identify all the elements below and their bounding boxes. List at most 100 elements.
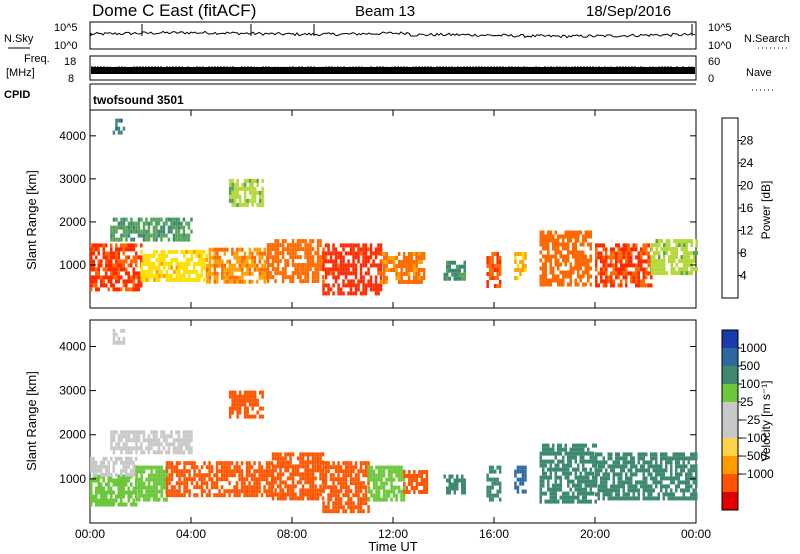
velocity-cell — [220, 477, 224, 482]
power-cell — [231, 194, 234, 199]
power-cell — [120, 267, 123, 272]
velocity-cell — [271, 456, 275, 461]
velocity-cell — [157, 469, 161, 474]
velocity-cell — [120, 460, 123, 465]
velocity-cell — [279, 464, 282, 469]
power-cell — [542, 278, 545, 283]
velocity-cell — [620, 476, 623, 481]
velocity-cell — [627, 452, 630, 457]
velocity-cell — [448, 474, 451, 479]
power-cell — [670, 251, 673, 256]
power-cell — [248, 190, 252, 195]
power-cell — [683, 251, 686, 256]
velocity-cell — [271, 452, 275, 457]
power-cell — [258, 194, 262, 199]
velocity-cell — [178, 485, 181, 490]
velocity-cell — [281, 488, 285, 493]
power-cell — [519, 260, 522, 264]
power-cell — [279, 243, 282, 248]
power-cell — [615, 259, 618, 264]
power-cell — [117, 118, 121, 123]
velocity-cell — [552, 451, 555, 456]
velocity-cell — [170, 489, 174, 494]
power-cell — [125, 225, 128, 230]
velocity-cell — [461, 482, 464, 487]
velocity-cell — [410, 482, 414, 486]
velocity-cell — [635, 472, 638, 477]
power-cell — [153, 273, 156, 278]
velocity-cell — [97, 486, 100, 491]
velocity-xtick-label: 16:00 — [479, 527, 509, 541]
velocity-cell — [554, 471, 557, 476]
power-cell — [95, 283, 98, 288]
velocity-cell — [162, 497, 166, 502]
velocity-cell — [127, 472, 130, 477]
power-cell — [188, 261, 191, 266]
power-cell — [238, 263, 242, 268]
velocity-cell — [342, 485, 345, 490]
velocity-cell — [687, 456, 690, 461]
power-cell — [299, 275, 302, 280]
velocity-cell — [589, 451, 592, 456]
velocity-cell — [342, 509, 345, 514]
power-cell — [160, 217, 163, 222]
power-cell — [145, 277, 148, 282]
velocity-cell — [284, 468, 287, 473]
power-cell — [236, 194, 239, 199]
freq-bottom-tick: 8 — [68, 73, 74, 85]
power-cell — [369, 279, 373, 284]
velocity-cell — [579, 443, 582, 448]
velocity-cell — [567, 475, 570, 480]
velocity-cell — [519, 477, 522, 482]
power-cell — [410, 268, 413, 272]
power-cell — [198, 249, 201, 254]
velocity-cell — [364, 465, 368, 470]
power-cell — [680, 267, 683, 272]
power-cell — [516, 264, 520, 268]
power-cell — [125, 271, 128, 276]
velocity-cell — [117, 340, 121, 345]
velocity-cell — [359, 485, 363, 490]
power-cell — [155, 265, 158, 270]
velocity-cell — [677, 464, 680, 469]
velocity-cell — [271, 484, 275, 489]
velocity-cell — [667, 460, 670, 465]
velocity-cell — [243, 489, 246, 494]
velocity-cell — [354, 485, 358, 490]
power-cell — [625, 243, 628, 248]
power-cell — [397, 260, 401, 264]
power-cell — [135, 275, 138, 280]
power-cell — [559, 254, 562, 259]
power-cell — [579, 242, 582, 247]
velocity-cell — [316, 496, 320, 501]
velocity-cell — [162, 469, 166, 474]
velocity-cell — [263, 469, 266, 474]
velocity-cell — [569, 499, 572, 504]
velocity-cell — [582, 443, 585, 448]
power-cell — [491, 276, 494, 280]
power-cell — [488, 256, 492, 260]
velocity-cell — [105, 490, 108, 495]
power-cell — [663, 271, 666, 276]
power-cell — [173, 269, 176, 274]
power-cell — [655, 251, 658, 256]
velocity-cell — [260, 465, 264, 470]
power-cell — [422, 252, 426, 256]
velocity-cell — [195, 465, 199, 470]
velocity-cell — [685, 476, 688, 481]
power-cell — [655, 247, 658, 252]
power-cell — [289, 247, 292, 252]
power-cell — [352, 259, 355, 264]
power-cell — [675, 271, 678, 276]
velocity-cell — [372, 493, 376, 498]
velocity-cell — [334, 509, 338, 514]
cpid-value: twofsound 3501 — [93, 93, 184, 107]
velocity-cell — [276, 456, 280, 461]
power-cell — [190, 257, 193, 262]
power-cell — [400, 264, 403, 268]
velocity-cell — [102, 478, 105, 483]
velocity-cell — [675, 496, 678, 501]
velocity-cell — [170, 430, 173, 435]
velocity-cell — [334, 465, 338, 470]
velocity-cell — [637, 488, 640, 493]
